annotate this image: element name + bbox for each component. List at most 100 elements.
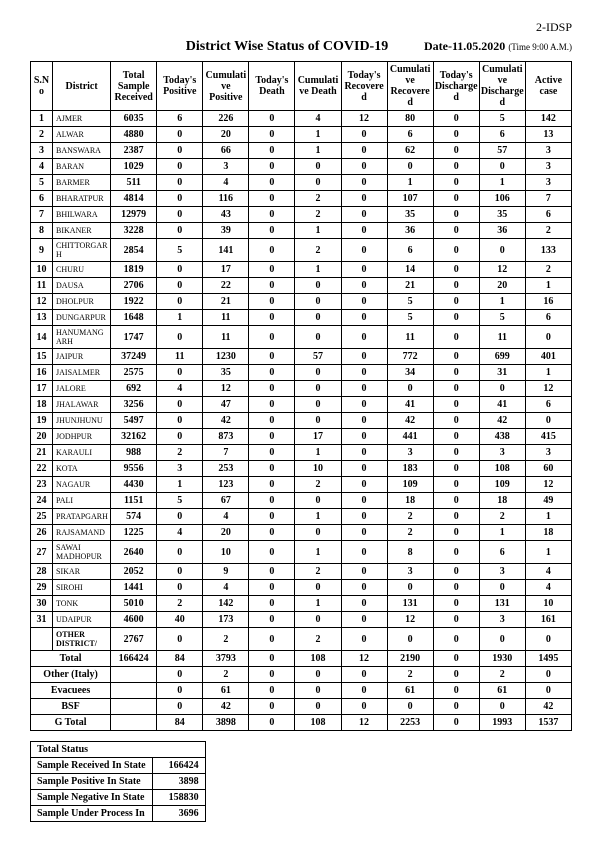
- table-cell: 0: [249, 612, 295, 628]
- table-cell: 106: [479, 191, 525, 207]
- table-cell: JODHPUR: [53, 429, 111, 445]
- table-cell: 6: [31, 191, 53, 207]
- table-cell: 4: [157, 525, 203, 541]
- table-cell: 3256: [111, 397, 157, 413]
- table-cell: 6: [525, 397, 571, 413]
- table-cell: 21: [31, 445, 53, 461]
- table-cell: 1: [479, 294, 525, 310]
- table-cell: 10: [525, 596, 571, 612]
- summary-row: Sample Under Process In3696: [31, 806, 206, 822]
- table-cell: 1537: [525, 715, 571, 731]
- table-cell: NAGAUR: [53, 477, 111, 493]
- table-cell: 0: [249, 127, 295, 143]
- column-header: Today's Recovered: [341, 62, 387, 111]
- table-cell: 0: [157, 365, 203, 381]
- table-cell: 0: [479, 580, 525, 596]
- table-cell: 0: [249, 525, 295, 541]
- table-cell: 25: [31, 509, 53, 525]
- table-row: 26RAJSAMAND122542000020118: [31, 525, 572, 541]
- table-cell: 0: [341, 429, 387, 445]
- table-cell: 62: [387, 143, 433, 159]
- table-cell: 2: [157, 445, 203, 461]
- table-cell: BHARATPUR: [53, 191, 111, 207]
- table-cell: 1: [295, 127, 341, 143]
- table-cell: 22: [31, 461, 53, 477]
- table-cell: 8: [31, 223, 53, 239]
- table-cell: 0: [295, 175, 341, 191]
- page-code: 2-IDSP: [30, 20, 572, 35]
- table-row: 9CHITTORGARH28545141020600133: [31, 239, 572, 262]
- table-cell: 4: [203, 509, 249, 525]
- table-cell: 2706: [111, 278, 157, 294]
- table-cell: 11: [31, 278, 53, 294]
- table-cell: 0: [341, 541, 387, 564]
- table-cell: 0: [295, 612, 341, 628]
- table-cell: 0: [433, 207, 479, 223]
- table-cell: 11: [479, 326, 525, 349]
- table-cell: 66: [203, 143, 249, 159]
- table-cell: 166424: [111, 651, 157, 667]
- table-cell: 3: [525, 175, 571, 191]
- table-cell: 0: [433, 159, 479, 175]
- table-cell: 57: [479, 143, 525, 159]
- table-cell: 0: [249, 207, 295, 223]
- table-cell: 42: [387, 413, 433, 429]
- table-cell: 67: [203, 493, 249, 509]
- summary-label: Sample Positive In State: [31, 774, 153, 790]
- table-cell: KOTA: [53, 461, 111, 477]
- table-cell: 0: [249, 667, 295, 683]
- table-cell: PRATAPGARH: [53, 509, 111, 525]
- table-header: S.NoDistrictTotal Sample ReceivedToday's…: [31, 62, 572, 111]
- table-cell: 142: [525, 111, 571, 127]
- table-cell: 0: [157, 262, 203, 278]
- table-cell: 29: [31, 580, 53, 596]
- summary-row: Sample Negative In State158830: [31, 790, 206, 806]
- table-cell: 84: [157, 715, 203, 731]
- table-cell: 5497: [111, 413, 157, 429]
- table-cell: 0: [341, 667, 387, 683]
- table-cell: 0: [157, 175, 203, 191]
- table-cell: 6: [525, 310, 571, 326]
- table-cell: 1: [525, 509, 571, 525]
- table-row: Total1664248437930108122190019301495: [31, 651, 572, 667]
- table-cell: 0: [249, 683, 295, 699]
- table-cell: 0: [249, 715, 295, 731]
- table-cell: HANUMANGARH: [53, 326, 111, 349]
- table-cell: 873: [203, 429, 249, 445]
- table-cell: 0: [433, 715, 479, 731]
- table-row: 8BIKANER3228039010360362: [31, 223, 572, 239]
- table-cell: 0: [157, 413, 203, 429]
- table-cell: 19: [31, 413, 53, 429]
- table-cell: 14: [387, 262, 433, 278]
- table-cell: 3: [525, 143, 571, 159]
- table-cell: 0: [341, 493, 387, 509]
- table-cell: 0: [249, 294, 295, 310]
- table-cell: 6035: [111, 111, 157, 127]
- table-cell: 41: [479, 397, 525, 413]
- table-row: 6BHARATPUR4814011602010701067: [31, 191, 572, 207]
- table-cell: 17: [31, 381, 53, 397]
- table-cell: SAWAI MADHOPUR: [53, 541, 111, 564]
- table-cell: 35: [203, 365, 249, 381]
- table-cell: 0: [249, 381, 295, 397]
- table-cell: 0: [433, 310, 479, 326]
- table-cell: 2: [387, 525, 433, 541]
- table-row: 28SIKAR2052090203034: [31, 564, 572, 580]
- table-cell: 0: [387, 580, 433, 596]
- table-cell: 30: [31, 596, 53, 612]
- table-cell: 1922: [111, 294, 157, 310]
- table-cell: 17: [295, 429, 341, 445]
- table-cell: 226: [203, 111, 249, 127]
- table-cell: 10: [295, 461, 341, 477]
- table-cell: 2: [203, 628, 249, 651]
- table-cell: BIKANER: [53, 223, 111, 239]
- table-cell: 116: [203, 191, 249, 207]
- table-cell: 6: [387, 239, 433, 262]
- table-cell: 2575: [111, 365, 157, 381]
- table-cell: 18: [479, 493, 525, 509]
- table-cell: 2: [295, 477, 341, 493]
- table-cell: BANSWARA: [53, 143, 111, 159]
- table-cell: 34: [387, 365, 433, 381]
- table-cell: TONK: [53, 596, 111, 612]
- table-cell: 0: [295, 310, 341, 326]
